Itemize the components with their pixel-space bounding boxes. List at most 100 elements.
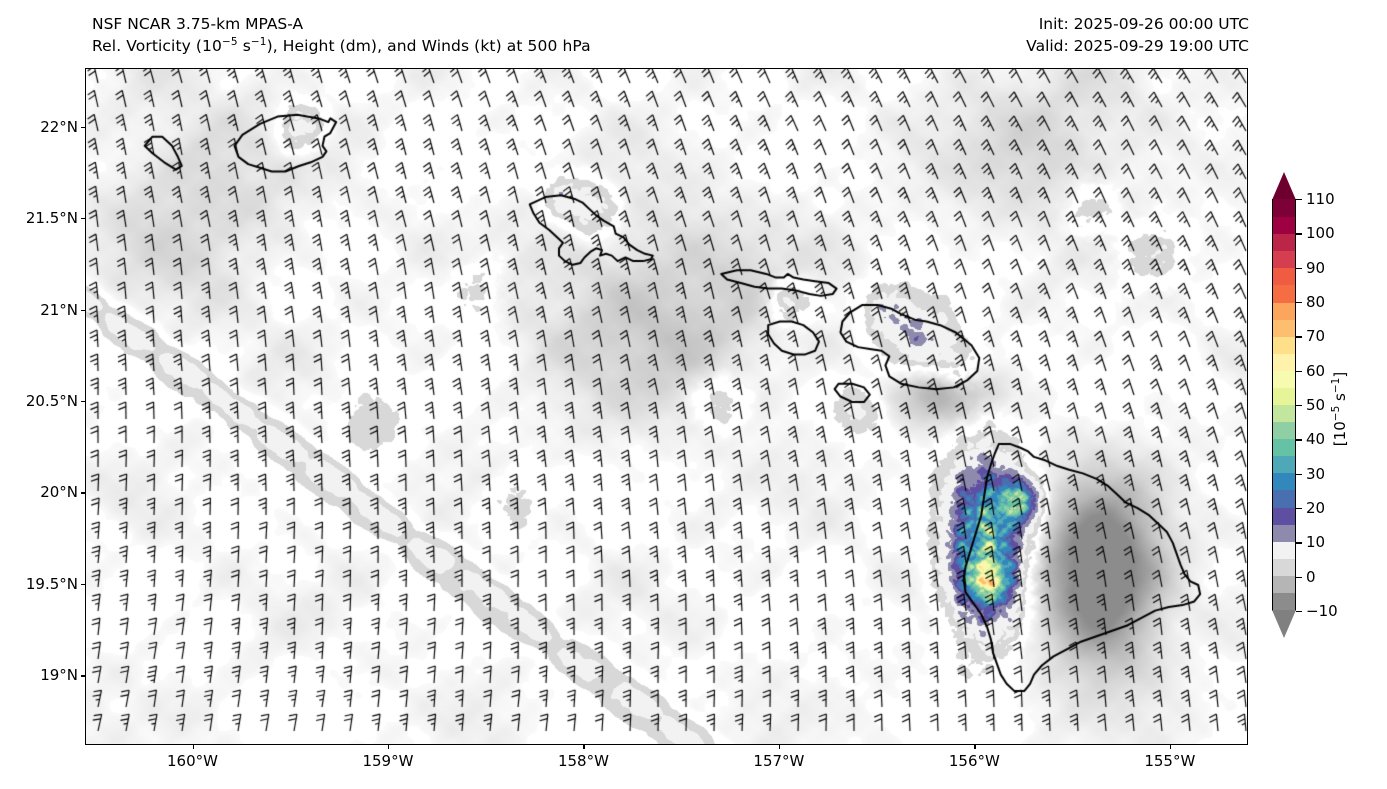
colorbar-tick-label: 90 (1306, 258, 1326, 277)
map-axes (85, 68, 1248, 745)
colorbar-segment (1273, 455, 1295, 474)
figure-title-block: NSF NCAR 3.75-km MPAS-A Rel. Vorticity (… (92, 13, 591, 57)
colorbar-tick-mark (1296, 405, 1302, 407)
colorbar-segment (1273, 250, 1295, 269)
y-tick-label: 22°N (40, 117, 78, 136)
colorbar-segment (1273, 591, 1295, 610)
y-tick-mark (81, 492, 85, 494)
colorbar-segment (1273, 489, 1295, 508)
y-tick-mark (81, 309, 85, 311)
colorbar-tick-mark (1296, 542, 1302, 544)
colorbar-segment (1273, 301, 1295, 320)
colorbar-segment (1273, 557, 1295, 576)
field-title: Rel. Vorticity (10−5 s−1), Height (dm), … (92, 35, 591, 57)
colorbar-tick-label: 100 (1306, 224, 1335, 243)
x-tick-label: 155°W (1144, 752, 1196, 770)
colorbar-tick-label: 50 (1306, 396, 1326, 414)
colorbar-segment (1273, 540, 1295, 559)
init-time-label: Init: 2025-09-26 00:00 UTC (1038, 15, 1249, 33)
y-tick-label: 21°N (40, 300, 78, 319)
colorbar-segment (1273, 523, 1295, 542)
colorbar-segment (1273, 284, 1295, 303)
colorbar-tick-label: 10 (1306, 533, 1326, 552)
colorbar-tick-label: 40 (1306, 430, 1326, 449)
y-tick-mark (81, 218, 85, 220)
colorbar-over-arrow (1272, 172, 1296, 200)
colorbar (1272, 172, 1296, 638)
cbar-title-mid: s (1331, 393, 1349, 406)
y-tick-label: 20°N (40, 483, 78, 502)
colorbar-tick-label: 80 (1306, 293, 1326, 311)
colorbar-segment (1273, 386, 1295, 405)
colorbar-segment (1273, 506, 1295, 525)
colorbar-tick-label: 20 (1306, 499, 1326, 517)
y-tick-mark (81, 675, 85, 677)
colorbar-tick-mark (1296, 611, 1302, 613)
colorbar-tick-label: 0 (1306, 567, 1316, 586)
y-tick-mark (81, 126, 85, 128)
colorbar-tick-label: −10 (1306, 602, 1338, 620)
x-tick-mark (583, 745, 585, 749)
colorbar-tick-mark (1296, 267, 1302, 269)
colorbar-tick-mark (1296, 302, 1302, 304)
colorbar-tick-mark (1296, 508, 1302, 510)
colorbar-segment (1273, 335, 1295, 354)
valid-time-block: Init: 2025-09-26 00:00 UTC Valid: 2025-0… (1026, 13, 1249, 57)
colorbar-segment (1273, 199, 1295, 218)
colorbar-tick-mark (1296, 473, 1302, 475)
colorbar-tick-mark (1296, 233, 1302, 235)
colorbar-tick-mark (1296, 199, 1302, 201)
x-tick-mark (1169, 745, 1172, 749)
cbar-title-exp1: −5 (1330, 405, 1342, 422)
colorbar-tick-mark (1296, 370, 1302, 372)
y-tick-label: 21.5°N (25, 209, 78, 228)
colorbar-segment (1273, 404, 1295, 423)
colorbar-segment (1273, 472, 1295, 491)
model-title: NSF NCAR 3.75-km MPAS-A (92, 15, 304, 33)
colorbar-title: [10−5 s−1] (1330, 371, 1349, 447)
field-title-exp2: −1 (250, 35, 267, 48)
colorbar-tick-mark (1296, 576, 1302, 578)
colorbar-tick-label: 30 (1306, 464, 1326, 483)
x-tick-label: 159°W (362, 752, 414, 770)
x-tick-label: 157°W (753, 752, 805, 770)
vorticity-wind-map (86, 69, 1247, 744)
y-tick-label: 19.5°N (25, 574, 78, 593)
x-tick-label: 156°W (948, 752, 1000, 770)
colorbar-under-arrow (1272, 610, 1296, 638)
colorbar-segment (1273, 267, 1295, 286)
field-title-exp1: −5 (222, 35, 238, 48)
colorbar-segment (1273, 352, 1295, 371)
colorbar-segment (1273, 574, 1295, 593)
cbar-title-post: ] (1331, 371, 1349, 378)
x-tick-mark (192, 745, 194, 749)
x-tick-mark (387, 745, 390, 749)
colorbar-segment (1273, 233, 1295, 252)
x-tick-label: 160°W (167, 752, 218, 770)
colorbar-tick-label: 110 (1306, 190, 1335, 208)
colorbar-tick-mark (1296, 336, 1302, 338)
colorbar-tick-label: 70 (1306, 327, 1326, 346)
y-tick-mark (81, 583, 85, 586)
field-title-post: ), Height (dm), and Winds (kt) at 500 hP… (266, 37, 591, 55)
colorbar-segment (1273, 369, 1295, 388)
field-title-mid: s (237, 37, 251, 55)
x-tick-mark (778, 745, 781, 749)
colorbar-segment (1273, 421, 1295, 440)
colorbar-gradient (1272, 199, 1296, 611)
cbar-title-pre: [10 (1331, 421, 1349, 447)
colorbar-segment (1273, 438, 1295, 457)
colorbar-tick-mark (1296, 439, 1302, 441)
colorbar-tick-label: 60 (1306, 361, 1326, 380)
field-title-pre: Rel. Vorticity (10 (92, 37, 222, 55)
colorbar-segment (1273, 216, 1295, 235)
x-tick-mark (974, 745, 976, 749)
y-tick-label: 19°N (40, 666, 78, 685)
y-tick-mark (81, 401, 85, 403)
x-tick-label: 158°W (557, 752, 609, 770)
valid-time-label: Valid: 2025-09-29 19:00 UTC (1026, 37, 1249, 55)
cbar-title-exp2: −1 (1330, 377, 1342, 394)
colorbar-segment (1273, 318, 1295, 337)
y-tick-label: 20.5°N (25, 392, 78, 410)
